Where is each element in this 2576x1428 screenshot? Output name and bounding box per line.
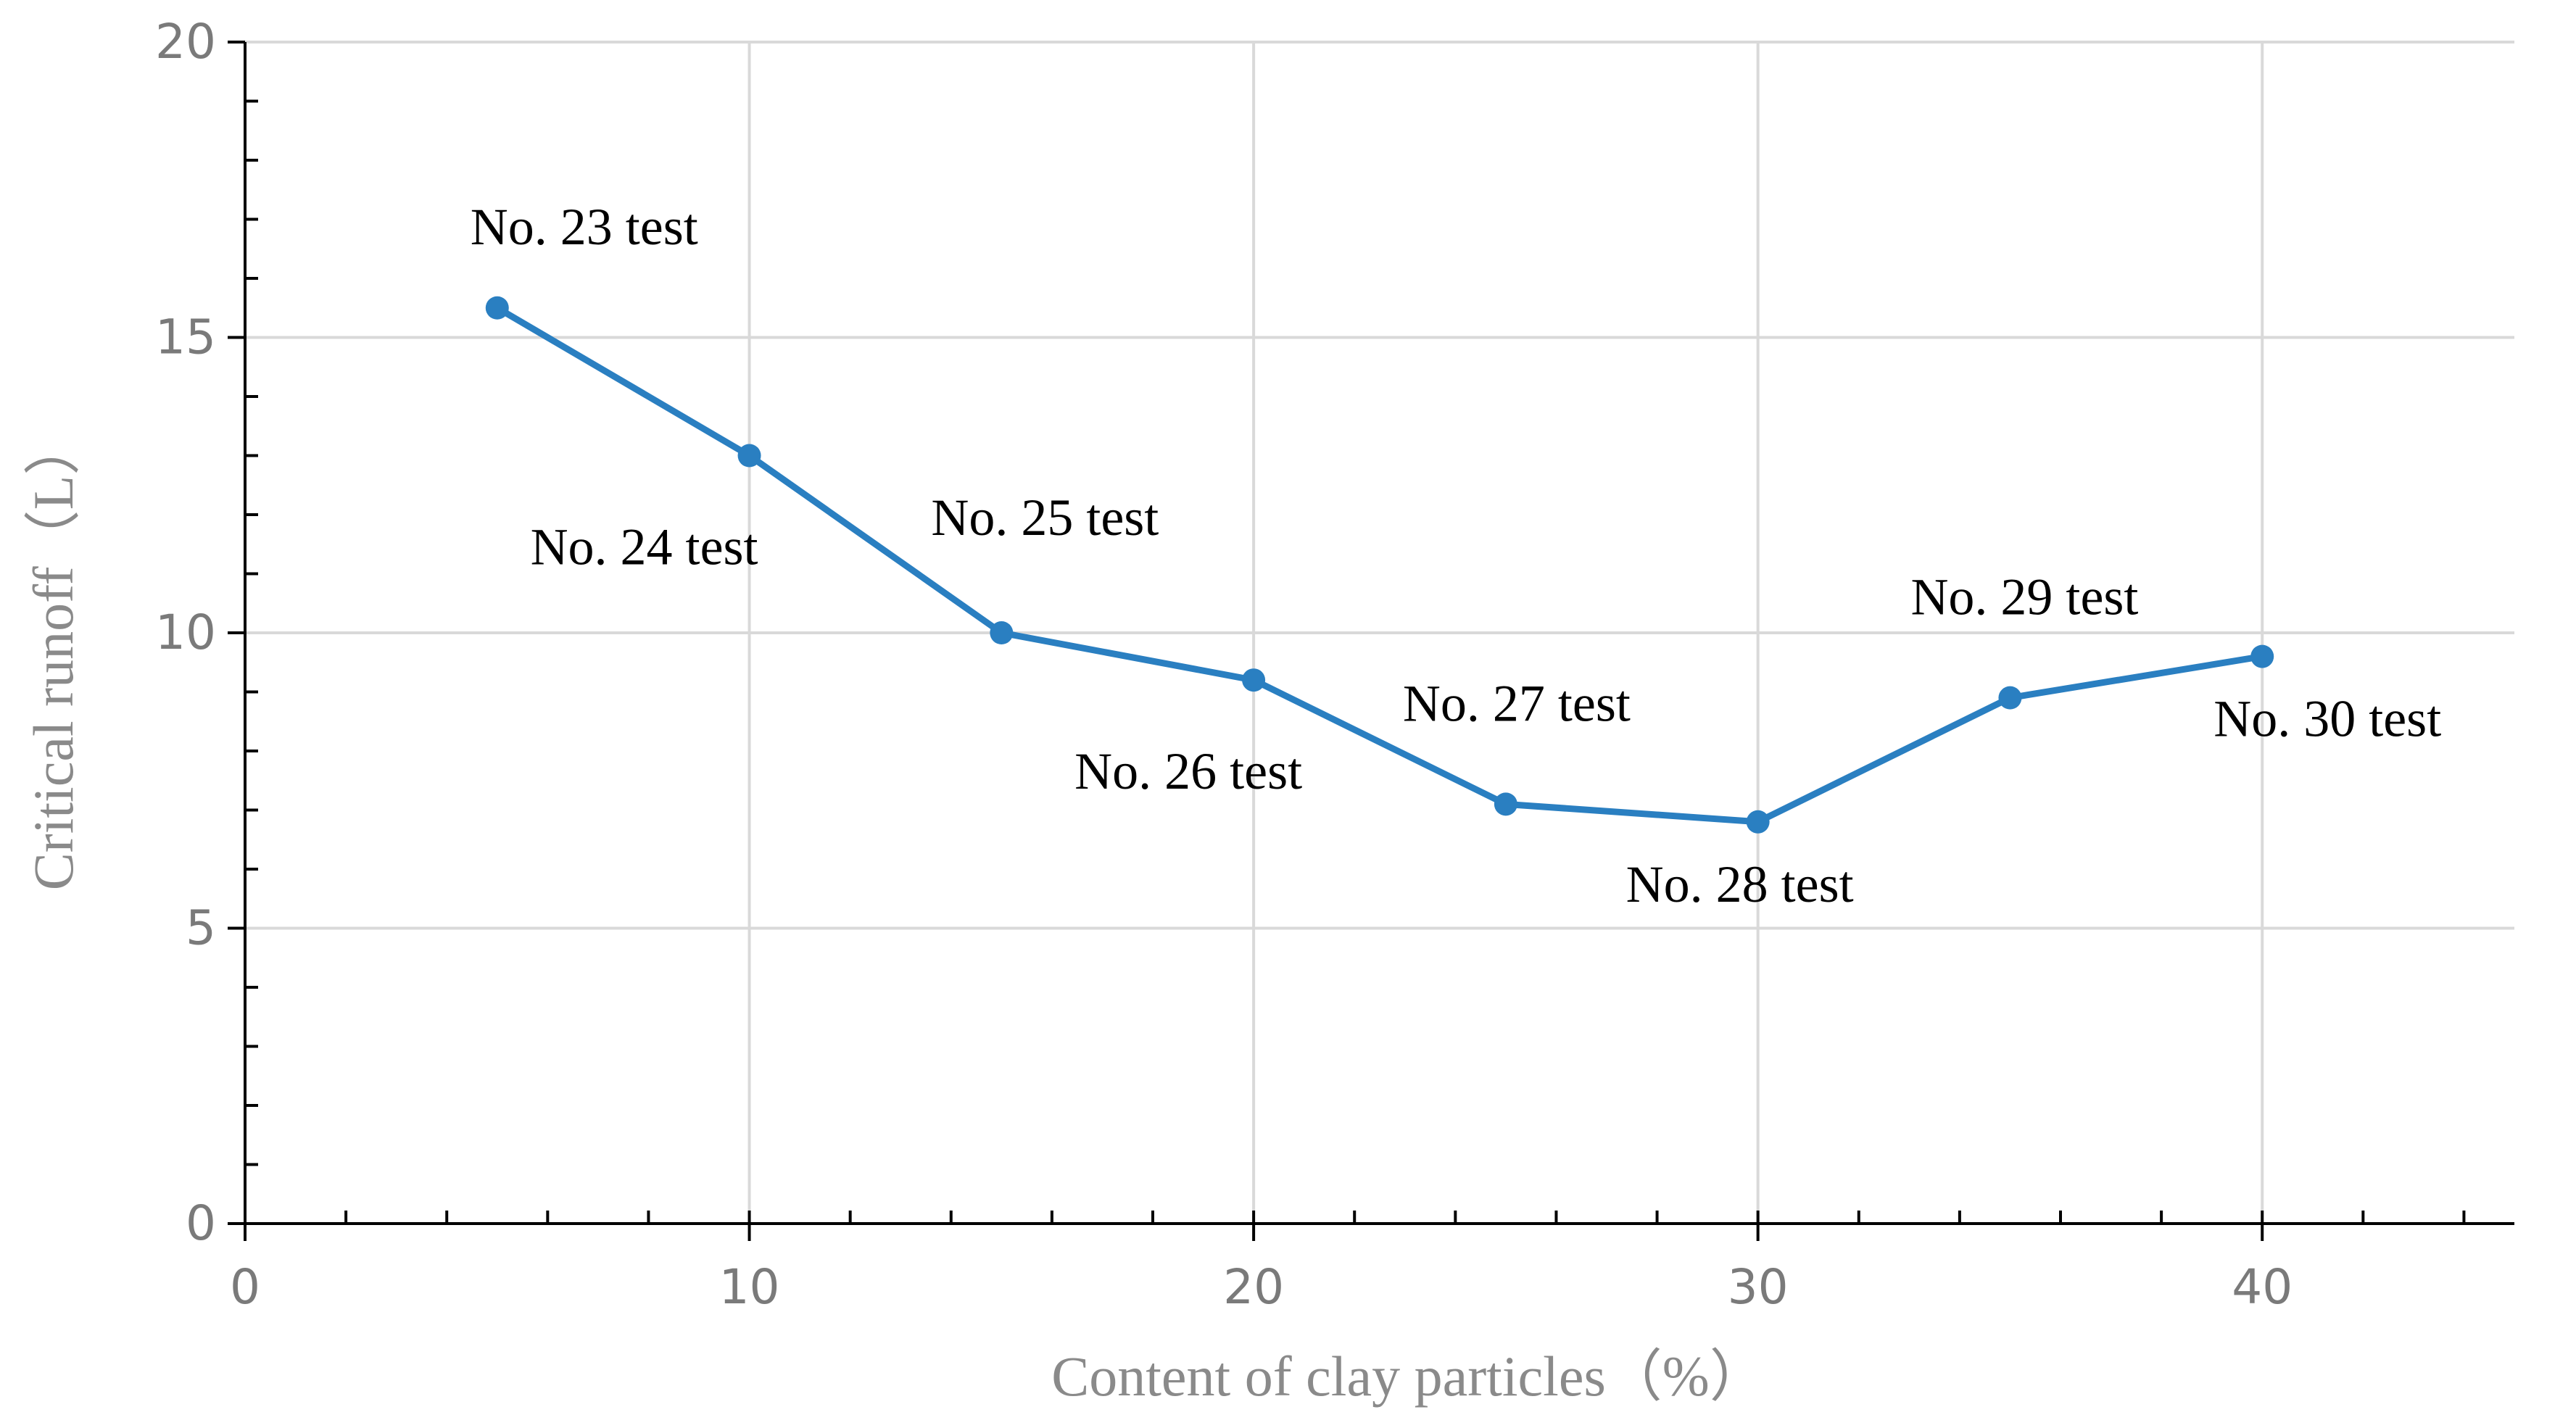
data-point <box>737 444 761 468</box>
data-point <box>990 621 1014 644</box>
data-point <box>1242 668 1266 692</box>
y-tick-label: 20 <box>155 14 216 70</box>
x-tick-label: 10 <box>719 1259 780 1315</box>
data-label: No. 25 test <box>931 489 1159 547</box>
y-tick-label: 0 <box>186 1195 216 1251</box>
data-label: No. 27 test <box>1403 674 1631 732</box>
data-point <box>1494 792 1517 816</box>
data-labels: No. 23 test No. 24 test No. 25 test No. 26 … <box>471 198 2441 913</box>
y-axis-title: Critical runoff（L） <box>22 419 85 891</box>
data-point <box>485 296 509 320</box>
y-tick-label: 15 <box>155 310 216 365</box>
data-point <box>1746 810 1770 834</box>
data-label: No. 26 test <box>1074 742 1302 800</box>
x-axis-title: Content of clay particles（%） <box>1051 1345 1766 1408</box>
series <box>485 296 2274 834</box>
x-tick-label: 40 <box>2232 1259 2293 1315</box>
data-label: No. 30 test <box>2213 690 2441 748</box>
grid <box>245 41 2514 1224</box>
data-point <box>1998 686 2022 710</box>
x-tick-label: 20 <box>1223 1259 1284 1315</box>
data-label: No. 24 test <box>531 518 758 576</box>
data-label: No. 29 test <box>1910 568 2138 626</box>
axes: 0 5 10 15 20 0 10 20 30 40 <box>155 14 2514 1315</box>
data-label: No. 28 test <box>1626 855 1854 913</box>
series-line <box>495 304 2263 826</box>
y-tick-label: 5 <box>186 900 216 956</box>
x-tick-label: 0 <box>230 1259 260 1315</box>
x-tick-label: 30 <box>1728 1259 1789 1315</box>
data-label: No. 23 test <box>471 198 698 256</box>
data-point <box>2250 644 2274 668</box>
y-tick-label: 10 <box>155 605 216 660</box>
